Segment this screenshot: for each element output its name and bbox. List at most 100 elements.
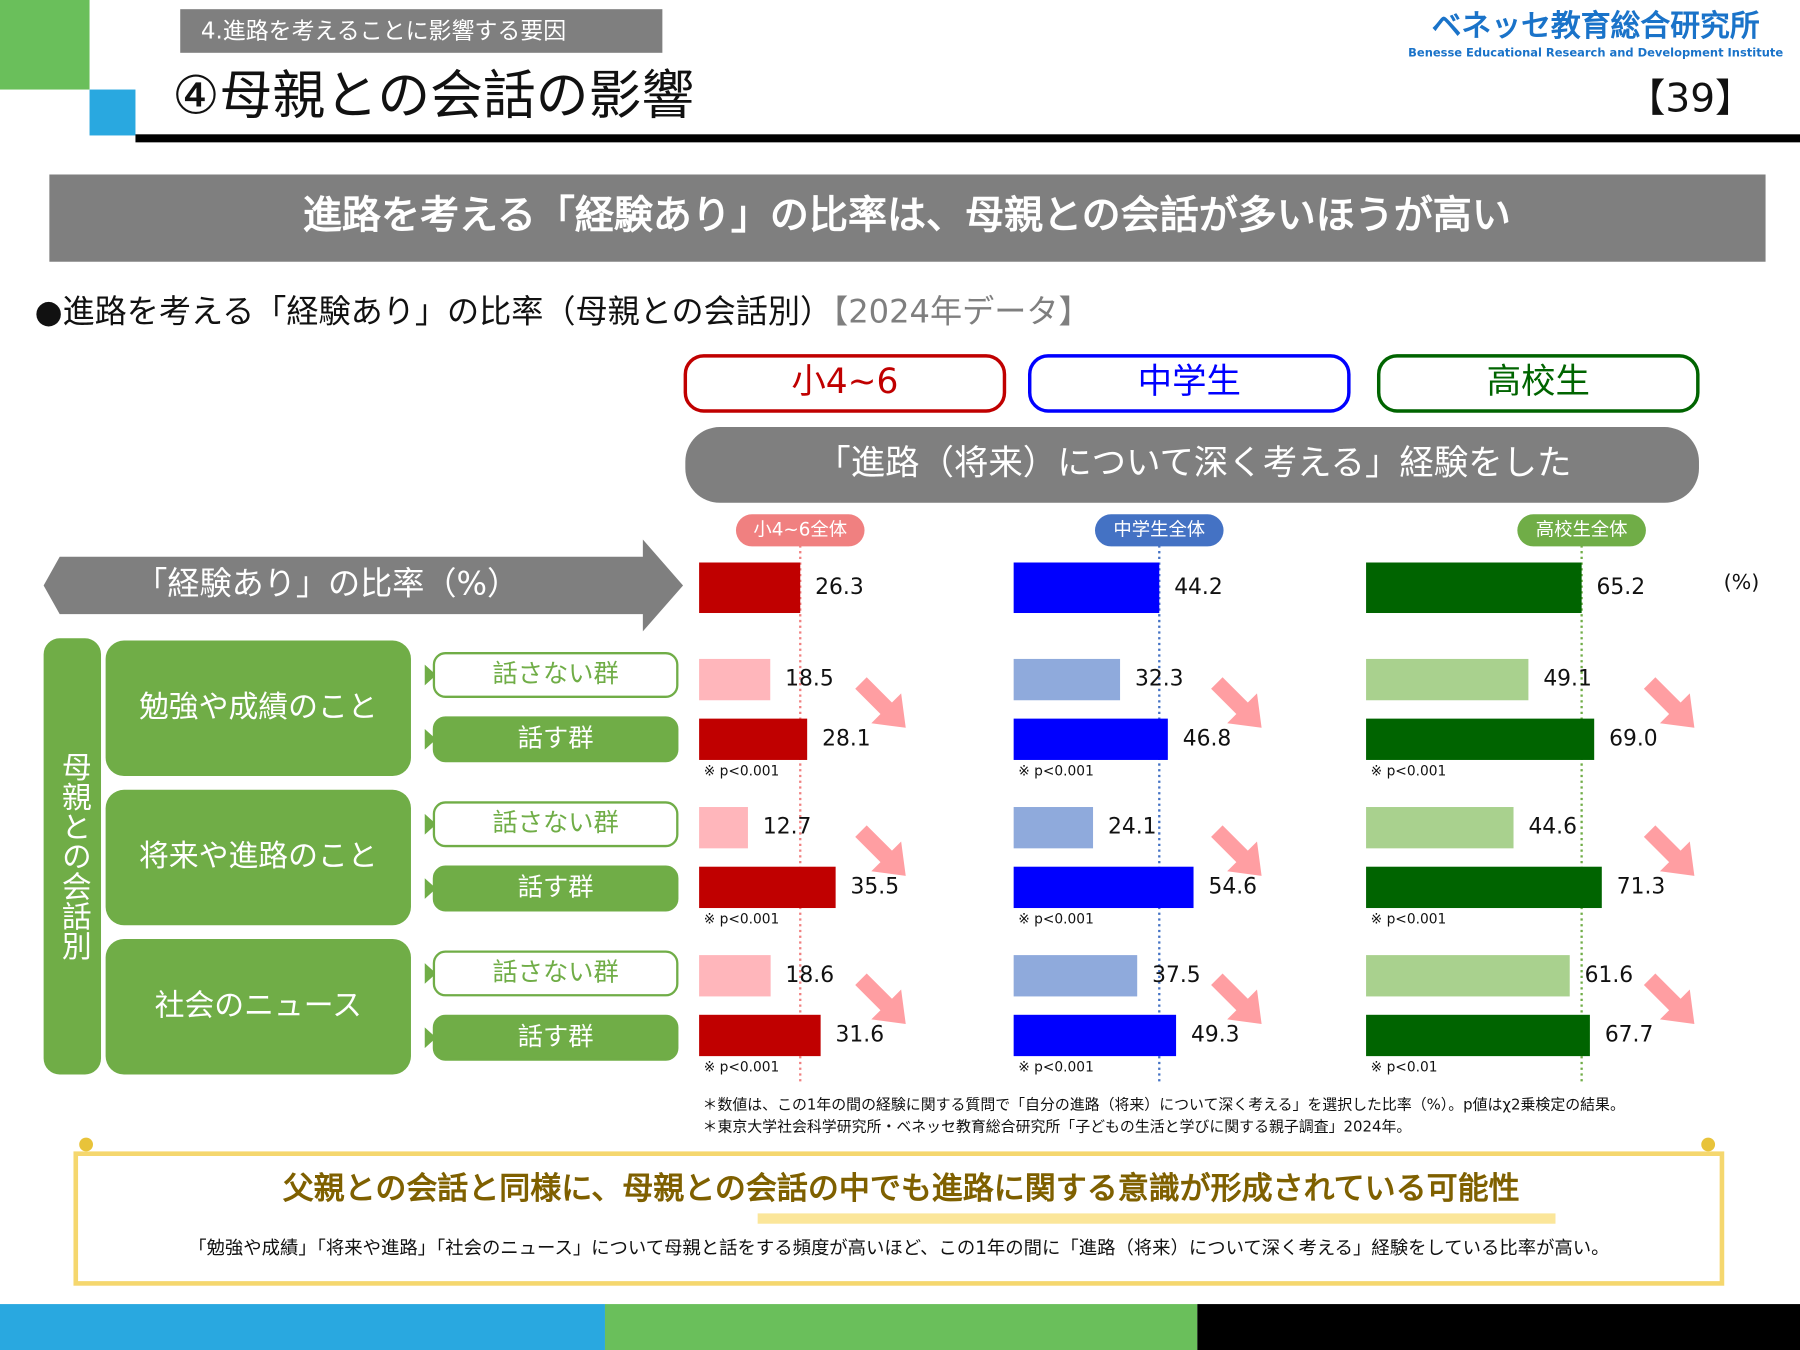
bar bbox=[1366, 718, 1595, 760]
bar bbox=[1013, 807, 1094, 849]
deco-square bbox=[0, 0, 90, 90]
banner-text: 進路を考える「経験あり」の比率は、母親との会話が多いほうが高い bbox=[303, 194, 1511, 239]
connector-arrow bbox=[410, 878, 437, 899]
group-label: 話す群 bbox=[518, 723, 594, 752]
summary-title: 父親との会話と同様に、母親との会話の中でも進路に関する意識が形成されている可能性 bbox=[283, 1171, 1520, 1207]
chart-subtitle: ●進路を考える「経験あり」の比率（母親との会話別）【2024年データ】 bbox=[34, 292, 1090, 330]
group-pill bbox=[432, 865, 679, 912]
bar bbox=[1013, 718, 1168, 760]
bar bbox=[1013, 562, 1160, 614]
down-arrow bbox=[855, 973, 906, 1024]
down-arrow bbox=[1211, 825, 1262, 876]
deco-square bbox=[89, 89, 136, 136]
value-label: 44.6 bbox=[1528, 815, 1577, 840]
p-label: ※ p<0.001 bbox=[1018, 763, 1094, 779]
value-label: 32.3 bbox=[1135, 667, 1184, 692]
down-arrow bbox=[1643, 677, 1695, 728]
down-arrow bbox=[855, 677, 906, 728]
logo-en: Benesse Educational Research and Develop… bbox=[1408, 45, 1783, 59]
connector-arrow bbox=[410, 1027, 437, 1049]
down-arrow bbox=[1211, 973, 1262, 1024]
value-label: 71.3 bbox=[1617, 874, 1666, 899]
group-pill bbox=[432, 652, 679, 698]
value-label: 35.5 bbox=[851, 874, 900, 899]
p-label: ※ p<0.001 bbox=[704, 1060, 780, 1076]
bar bbox=[1013, 1014, 1177, 1057]
bar bbox=[1366, 866, 1602, 909]
bar bbox=[699, 955, 771, 997]
footer-bar bbox=[604, 1304, 1198, 1350]
bar bbox=[699, 1014, 821, 1057]
reference-label: 中学生全体 bbox=[1113, 519, 1205, 540]
group-pill bbox=[432, 716, 679, 763]
connector-arrow bbox=[410, 813, 437, 835]
group-label: 話す群 bbox=[518, 1022, 594, 1051]
reference-label: 小4~6全体 bbox=[753, 519, 847, 540]
value-label: 49.1 bbox=[1543, 667, 1592, 692]
value-label: 65.2 bbox=[1597, 575, 1646, 600]
p-label: ※ p<0.001 bbox=[704, 763, 780, 779]
subtitle-year: 【2024年データ】 bbox=[832, 292, 1090, 330]
group-label: 話さない群 bbox=[492, 808, 618, 837]
logo: ベネッセ教育総合研究所 bbox=[1432, 9, 1760, 44]
value-label: 24.1 bbox=[1108, 815, 1157, 840]
connector-arrow bbox=[410, 664, 437, 686]
reference-label: 高校生全体 bbox=[1536, 519, 1628, 540]
bar bbox=[1013, 658, 1121, 701]
topic-label: 社会のニュース bbox=[155, 988, 362, 1023]
pin bbox=[1701, 1137, 1716, 1152]
bar bbox=[699, 562, 801, 614]
topic-label: 将来や進路のこと bbox=[139, 839, 378, 874]
section-label: 4.進路を考えることに影響する要因 bbox=[201, 19, 566, 45]
bar bbox=[699, 866, 836, 909]
bar bbox=[1366, 1014, 1590, 1057]
bar bbox=[1366, 955, 1570, 997]
topic-box bbox=[105, 640, 411, 777]
bar bbox=[699, 658, 771, 701]
value-label: 49.3 bbox=[1191, 1022, 1240, 1047]
group-pill bbox=[432, 950, 679, 997]
panel-title: 小4~6 bbox=[791, 362, 898, 402]
footnote: ＊東京大学社会科学研究所・ベネッセ教育総合研究所「子どもの生活と学びに関する親子… bbox=[703, 1117, 1412, 1135]
group-label: 話す群 bbox=[518, 873, 594, 902]
value-label: 26.3 bbox=[815, 575, 864, 600]
value-label: 12.7 bbox=[763, 815, 812, 840]
down-arrow bbox=[1643, 973, 1695, 1024]
overall-label: 「経験あり」の比率（%） bbox=[135, 564, 519, 602]
section-box bbox=[180, 9, 663, 53]
p-label: ※ p<0.001 bbox=[1371, 912, 1447, 928]
down-arrow bbox=[1211, 677, 1262, 728]
topic-box bbox=[105, 939, 411, 1075]
pin bbox=[79, 1137, 93, 1152]
value-label: 61.6 bbox=[1585, 963, 1634, 988]
reference-pill bbox=[1094, 514, 1224, 547]
footnote: ＊数値は、この1年の間の経験に関する質問で「自分の進路（将来）について深く考える… bbox=[703, 1095, 1625, 1113]
down-arrow bbox=[855, 825, 906, 876]
down-arrow bbox=[1643, 825, 1695, 876]
value-label: 18.5 bbox=[785, 667, 834, 692]
topic-box bbox=[105, 789, 411, 926]
value-label: 54.6 bbox=[1208, 874, 1257, 899]
value-label: 18.6 bbox=[786, 963, 835, 988]
header-rule bbox=[135, 134, 1800, 143]
slide-title: ④母親との会話の影響 bbox=[172, 65, 694, 126]
value-label: 67.7 bbox=[1605, 1022, 1654, 1047]
panel-header bbox=[1376, 354, 1700, 413]
reference-pill bbox=[1517, 514, 1646, 547]
bar bbox=[1366, 807, 1514, 849]
question-text: 「進路（将来）について深く考える」経験をした bbox=[816, 443, 1571, 483]
highlight bbox=[757, 1213, 1556, 1224]
group-label: 話さない群 bbox=[492, 957, 618, 986]
p-label: ※ p<0.001 bbox=[704, 912, 780, 928]
bar bbox=[1013, 955, 1138, 997]
bar bbox=[1366, 658, 1529, 701]
group-title-box bbox=[43, 638, 102, 1075]
bar bbox=[699, 718, 808, 760]
topic-label: 勉強や成績のこと bbox=[139, 690, 378, 725]
value-label: 37.5 bbox=[1152, 963, 1201, 988]
value-label: 69.0 bbox=[1609, 726, 1658, 751]
summary-body: 「勉強や成績」「将来や進路」「社会のニュース」について母親と話をする頻度が高いほ… bbox=[188, 1238, 1609, 1259]
p-label: ※ p<0.001 bbox=[1018, 1060, 1094, 1076]
